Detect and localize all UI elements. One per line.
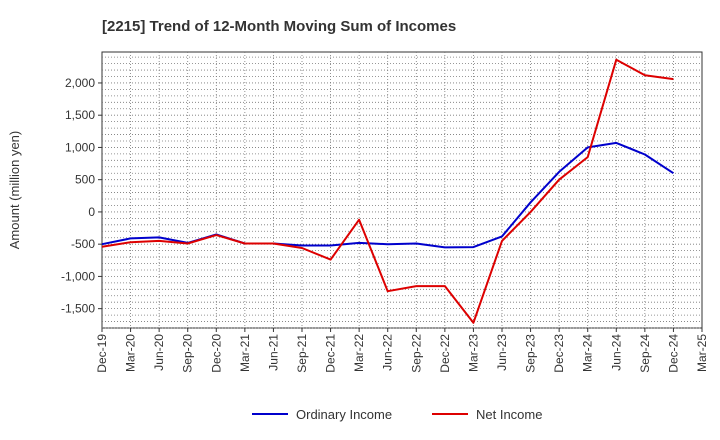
- plot-frame: [101, 51, 703, 329]
- y-axis-ticks: -1,500 -1,000 -500 0 500 1,000 1,500 2,000: [61, 76, 102, 316]
- x-tick-label: Sep-24: [638, 334, 652, 373]
- series-line-net-income: [101, 58, 674, 324]
- chart-title: [2215] Trend of 12-Month Moving Sum of I…: [102, 18, 456, 35]
- x-tick-label: Mar-20: [124, 334, 138, 372]
- series-lines: [101, 58, 674, 324]
- legend-label: Net Income: [476, 407, 542, 422]
- y-tick-label: -500: [71, 237, 95, 251]
- x-axis-ticks: Dec-19 Mar-20 Jun-20 Sep-20 Dec-20 Mar-21 Jun-…: [95, 328, 709, 373]
- x-tick-label: Dec-21: [324, 334, 338, 373]
- x-tick-label: Jun-21: [266, 334, 280, 371]
- x-tick-label: Jun-20: [152, 334, 166, 371]
- y-axis-label: Amount (million yen): [7, 131, 22, 250]
- y-tick-label: 2,000: [65, 76, 95, 90]
- x-tick-label: Dec-20: [209, 334, 223, 373]
- y-tick-label: 1,500: [65, 108, 95, 122]
- x-tick-label: Dec-19: [95, 334, 109, 373]
- y-tick-label: 500: [75, 173, 95, 187]
- y-tick-label: -1,000: [61, 269, 95, 283]
- x-tick-label: Jun-22: [381, 334, 395, 371]
- x-tick-label: Mar-23: [466, 334, 480, 372]
- x-tick-label: Sep-22: [409, 334, 423, 373]
- y-tick-label: 1,000: [65, 140, 95, 154]
- x-tick-label: Sep-23: [524, 334, 538, 373]
- x-tick-label: Sep-20: [181, 334, 195, 373]
- y-tick-label: 0: [88, 205, 95, 219]
- x-tick-label: Sep-21: [295, 334, 309, 373]
- plot-area: [101, 51, 703, 329]
- x-tick-label: Mar-22: [352, 334, 366, 372]
- x-tick-label: Mar-24: [581, 334, 595, 372]
- x-tick-label: Mar-25: [695, 334, 709, 372]
- x-tick-label: Dec-24: [666, 334, 680, 373]
- legend: Ordinary Income Net Income: [252, 407, 542, 422]
- y-tick-label: -1,500: [61, 302, 95, 316]
- legend-label: Ordinary Income: [296, 407, 392, 422]
- x-tick-label: Jun-24: [609, 334, 623, 371]
- x-tick-label: Jun-23: [495, 334, 509, 371]
- x-tick-label: Dec-23: [552, 334, 566, 373]
- x-tick-label: Dec-22: [438, 334, 452, 373]
- x-tick-label: Mar-21: [238, 334, 252, 372]
